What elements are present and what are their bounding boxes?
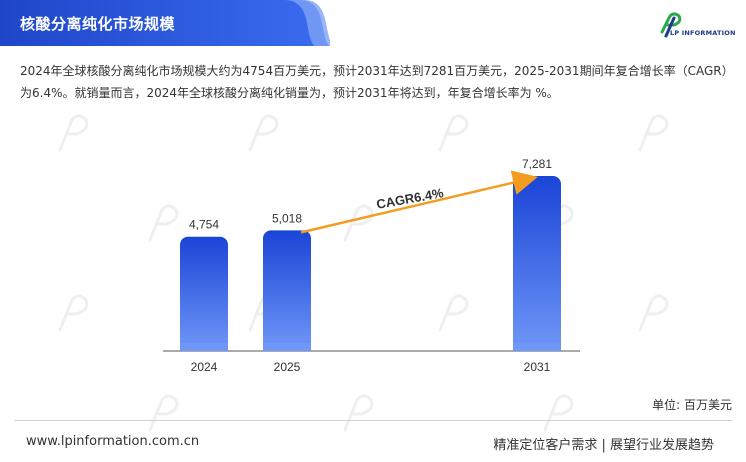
watermark-glyph [638,294,669,332]
watermark-glyph [58,294,89,332]
bar-base-2031 [513,343,561,351]
value-label-2031: 7,281 [522,157,552,171]
watermark-glyph [343,394,374,432]
category-label-2024: 2024 [191,360,218,374]
bar-base-2024 [180,343,228,351]
header: 核酸分离纯化市场规模 LP INFORMATION [0,0,746,48]
watermark-glyph [543,394,574,432]
title-band [0,0,330,46]
footer-divider [14,420,732,421]
logo-text: LP INFORMATION [670,29,736,37]
watermark-glyph [148,204,179,242]
footer-slogan: 精准定位客户需求 | 展望行业发展趋势 [493,438,714,453]
watermark-glyph [638,114,669,152]
unit-label: 单位: 百万美元 [652,398,732,412]
watermark-glyph [438,114,469,152]
cagr-arrow [300,170,538,234]
watermark-glyph [248,114,279,152]
page-title: 核酸分离纯化市场规模 [20,15,176,33]
watermark-glyph [58,114,89,152]
category-label-2031: 2031 [524,360,551,374]
bar-2025 [263,230,311,351]
description-text: 2024年全球核酸分离纯化市场规模大约为4754百万美元，预计2031年达到72… [20,64,728,100]
bar-base-2025 [263,343,311,351]
value-label-2024: 4,754 [189,218,219,232]
bar-2024 [180,236,228,351]
watermark-glyph [148,394,179,432]
lp-logo-icon [660,12,682,38]
category-label-2025: 2025 [274,360,301,374]
watermark-glyph [343,204,374,242]
bar-2031 [513,176,561,351]
footer-website-link[interactable]: www.lpinformation.com.cn [26,434,200,449]
watermark-glyph [438,294,469,332]
value-label-2025: 5,018 [272,211,302,225]
